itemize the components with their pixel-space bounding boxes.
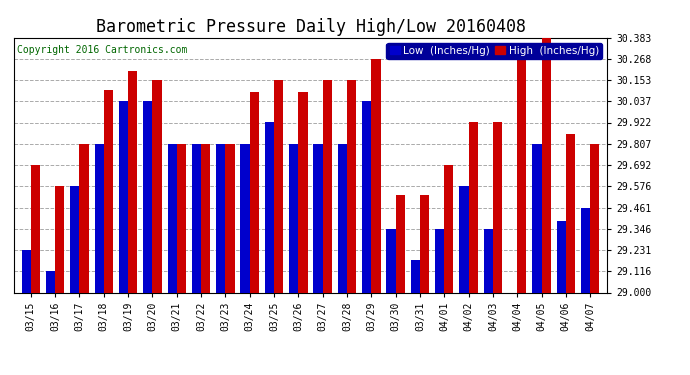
Bar [201, 144, 210, 292]
Bar [265, 123, 274, 292]
Bar [119, 101, 128, 292]
Bar [542, 38, 551, 292]
Bar [395, 195, 405, 292]
Bar [493, 123, 502, 292]
Bar [386, 229, 395, 292]
Bar [347, 80, 356, 292]
Bar [566, 134, 575, 292]
Bar [216, 144, 226, 292]
Title: Barometric Pressure Daily High/Low 20160408: Barometric Pressure Daily High/Low 20160… [95, 18, 526, 36]
Bar [70, 186, 79, 292]
Bar [55, 186, 64, 292]
Bar [168, 144, 177, 292]
Bar [21, 250, 31, 292]
Bar [484, 229, 493, 292]
Bar [337, 144, 347, 292]
Text: Copyright 2016 Cartronics.com: Copyright 2016 Cartronics.com [17, 45, 187, 55]
Bar [240, 144, 250, 292]
Bar [95, 144, 103, 292]
Bar [581, 207, 590, 292]
Bar [31, 165, 40, 292]
Bar [371, 59, 381, 292]
Bar [313, 144, 323, 292]
Bar [298, 92, 308, 292]
Bar [435, 229, 444, 292]
Bar [46, 271, 55, 292]
Legend: Low  (Inches/Hg), High  (Inches/Hg): Low (Inches/Hg), High (Inches/Hg) [386, 43, 602, 59]
Bar [192, 144, 201, 292]
Bar [226, 144, 235, 292]
Bar [420, 195, 429, 292]
Bar [289, 144, 298, 292]
Bar [460, 186, 469, 292]
Bar [362, 101, 371, 292]
Bar [323, 80, 332, 292]
Bar [104, 90, 113, 292]
Bar [79, 144, 89, 292]
Bar [590, 144, 600, 292]
Bar [469, 123, 477, 292]
Bar [128, 71, 137, 292]
Bar [274, 80, 284, 292]
Bar [557, 220, 566, 292]
Bar [444, 165, 453, 292]
Bar [177, 144, 186, 292]
Bar [411, 260, 420, 292]
Bar [144, 101, 152, 292]
Bar [250, 92, 259, 292]
Bar [532, 144, 542, 292]
Bar [152, 80, 161, 292]
Bar [518, 47, 526, 292]
